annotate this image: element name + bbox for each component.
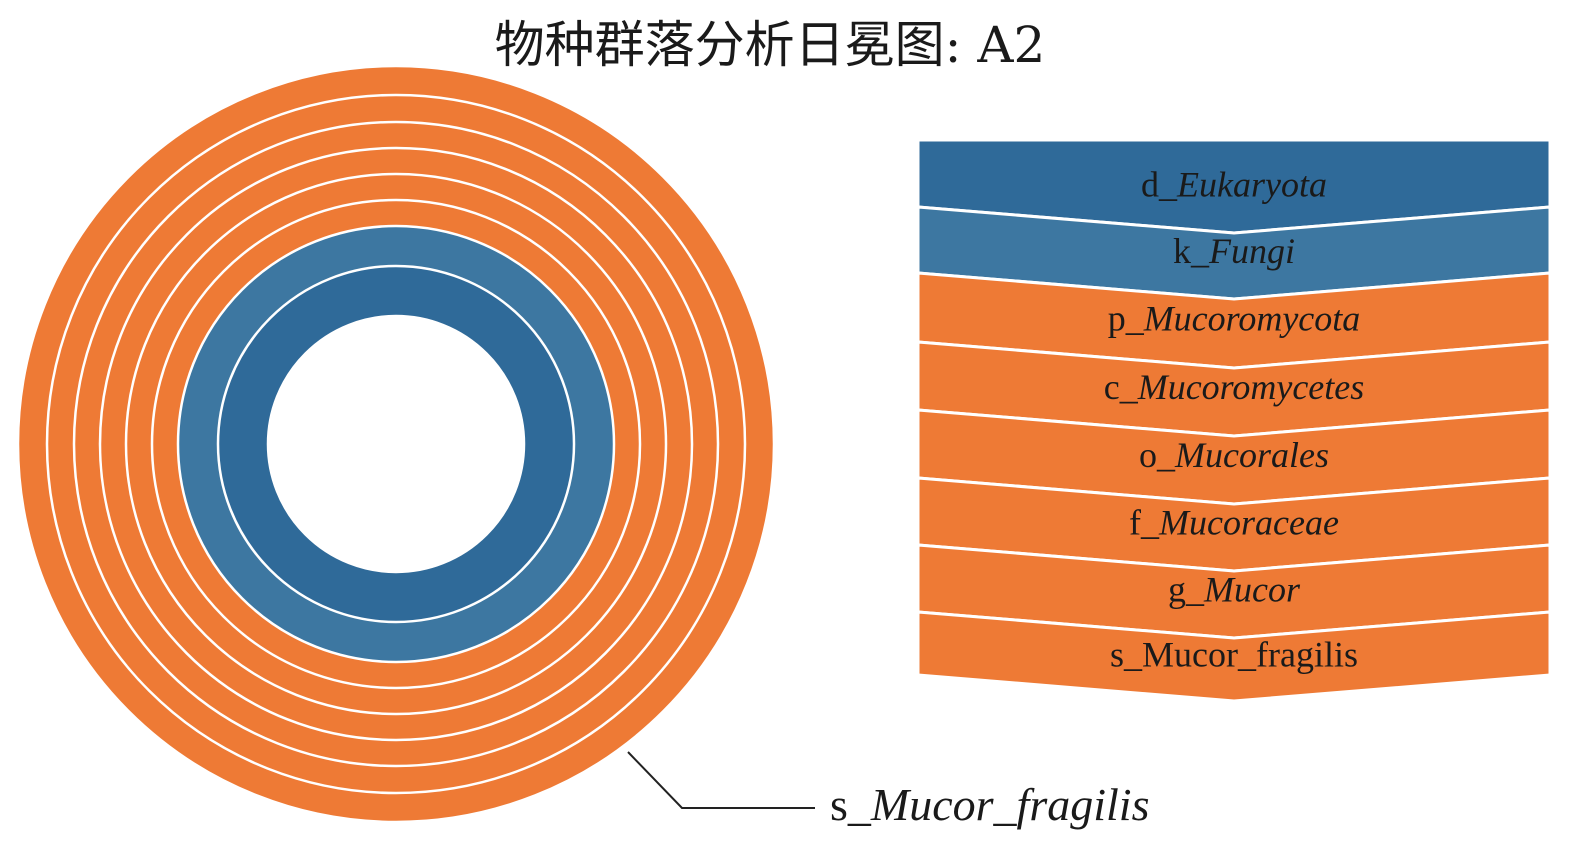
band-label-o-mucorales: o_Mucorales <box>1139 435 1329 475</box>
center-hole <box>266 314 526 574</box>
band-label-k-fungi: k_Fungi <box>1173 231 1295 271</box>
band-label-d-eukaryota: d_Eukaryota <box>1141 165 1327 205</box>
band-label-s-mucor_fragilis: s_Mucor_fragilis <box>1110 635 1358 675</box>
callout-label: s_Mucor_fragilis <box>830 779 1149 830</box>
chart-title: 物种群落分析日冕图: A2 <box>495 16 1046 74</box>
band-label-g-mucor: g_Mucor <box>1168 570 1301 610</box>
band-label-f-mucoraceae: f_Mucoraceae <box>1129 503 1339 543</box>
sunburst-rings <box>16 64 776 824</box>
band-s-mucor_fragilis <box>916 610 1552 703</box>
band-label-c-mucoromycetes: c_Mucoromycetes <box>1104 367 1365 407</box>
band-label-p-mucoromycota: p_Mucoromycota <box>1108 299 1361 339</box>
leader-callout: s_Mucor_fragilis <box>627 751 1149 830</box>
legend-bands: d_Eukaryota k_Fungi p_Mucoromycota c_Mucoro… <box>916 138 1552 703</box>
leader-line <box>627 751 815 809</box>
